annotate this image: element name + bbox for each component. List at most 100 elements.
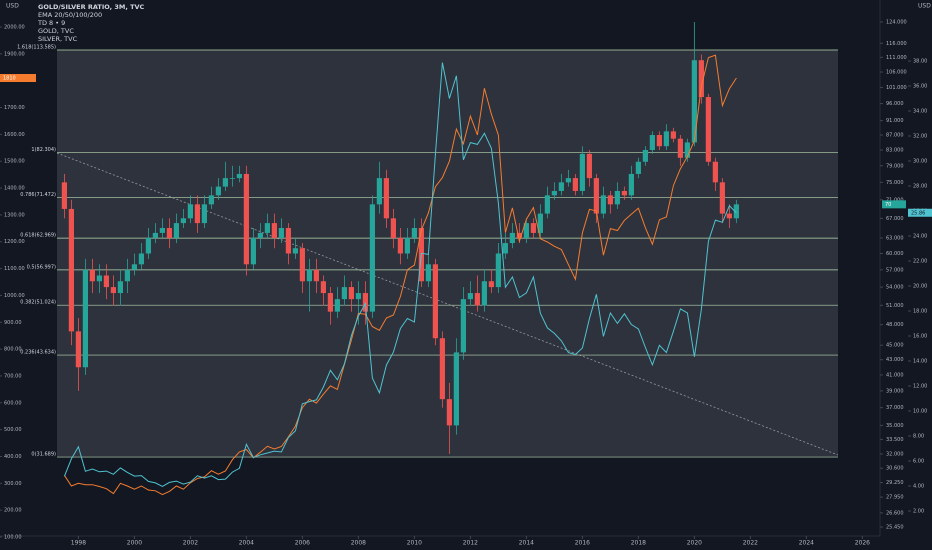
candle-body xyxy=(579,153,585,191)
candle-body xyxy=(509,232,515,244)
candle-body xyxy=(355,293,361,300)
ratio-tick-label: 25.450 xyxy=(886,525,904,531)
candle-body xyxy=(628,173,634,196)
silver-tick-label: 12.00 xyxy=(913,384,927,390)
x-tick-label: 2010 xyxy=(407,540,422,547)
candle-body xyxy=(96,275,102,282)
gold-tick-label: 100.00 xyxy=(4,535,22,541)
candle-body xyxy=(313,269,319,282)
ratio-tick-label: 45.000 xyxy=(886,343,904,349)
candle-body xyxy=(411,227,417,238)
fib-label: 0.618(62.969) xyxy=(20,233,56,239)
candle-body xyxy=(264,223,270,233)
x-tick-label: 2024 xyxy=(799,540,814,547)
candle-body xyxy=(544,195,550,214)
candle-body xyxy=(145,237,151,254)
silver-tick-label: 18.00 xyxy=(913,309,927,315)
candle-body xyxy=(467,293,473,300)
candle-body xyxy=(348,287,354,300)
candle-body xyxy=(299,248,305,282)
candle-body xyxy=(285,227,291,254)
ratio-tick-label: 91.000 xyxy=(886,118,904,124)
silver-tick-label: 38.00 xyxy=(913,59,927,65)
candle-body xyxy=(292,248,298,254)
candle-body xyxy=(642,150,648,162)
candle-body xyxy=(516,232,522,238)
candle-body xyxy=(236,173,242,179)
candle-body xyxy=(502,243,508,254)
candle-body xyxy=(565,178,571,183)
right-unit: USD xyxy=(918,3,931,10)
ratio-tick-label: 71.000 xyxy=(886,197,904,203)
candle-body xyxy=(124,269,130,282)
fib-label: 0.786(71.472) xyxy=(20,192,56,198)
silver-tick-label: 8.00 xyxy=(913,434,924,440)
gold-tick-label: 1500.00 xyxy=(4,159,25,165)
candle-body xyxy=(257,232,263,238)
ratio-tick-label: 83.000 xyxy=(886,148,904,154)
candle-body xyxy=(474,293,480,306)
candle-body xyxy=(684,142,690,158)
candle-body xyxy=(705,97,711,162)
candle-body xyxy=(327,293,333,312)
candle-body xyxy=(593,178,599,214)
ratio-tick-label: 48.000 xyxy=(886,322,904,328)
gold-tick-label: 1300.00 xyxy=(4,212,25,218)
candle-body xyxy=(614,190,620,205)
gold-tick-label: 400.00 xyxy=(4,454,22,460)
gold-tick-label: 1700.00 xyxy=(4,105,25,111)
x-tick-label: 2012 xyxy=(463,540,478,547)
candle-body xyxy=(397,237,403,254)
ratio-tick-label: 32.000 xyxy=(886,451,904,457)
candle-body xyxy=(383,178,389,219)
candle-body xyxy=(159,227,165,233)
silver-tick-label: 30.00 xyxy=(913,159,927,165)
candle-body xyxy=(432,264,438,339)
fib-label: 0(31.689) xyxy=(31,452,56,458)
gold-tick-label: 800.00 xyxy=(4,347,22,353)
gold-tick-label: 900.00 xyxy=(4,320,22,326)
candle-body xyxy=(460,299,466,353)
silver-tick-label: 28.00 xyxy=(913,184,927,190)
candle-body xyxy=(390,218,396,238)
candle-body xyxy=(677,138,683,158)
candle-body xyxy=(278,227,284,238)
candle-body xyxy=(250,237,256,265)
ratio-tick-label: 79.000 xyxy=(886,163,904,169)
series-line xyxy=(63,62,737,487)
candle-body xyxy=(572,178,578,191)
candle-body xyxy=(495,253,501,288)
ratio-tick-label: 30.600 xyxy=(886,466,904,472)
x-tick-label: 2016 xyxy=(575,540,590,547)
x-tick-label: 1998 xyxy=(71,540,86,547)
candle-body xyxy=(61,182,67,209)
candle-body xyxy=(243,173,249,265)
gold-tick-label: 700.00 xyxy=(4,373,22,379)
candle-body xyxy=(607,195,613,205)
plot xyxy=(61,22,739,496)
ratio-tick-label: 37.000 xyxy=(886,405,904,411)
silver-tick-label: 32.00 xyxy=(913,134,927,140)
candle-body xyxy=(194,204,200,224)
candle-body xyxy=(138,253,144,265)
ratio-tick-label: 51.000 xyxy=(886,303,904,309)
silver-tick-label: 24.00 xyxy=(913,234,927,240)
candle-body xyxy=(726,213,732,219)
ratio-tick-label: 33.500 xyxy=(886,437,904,443)
ratio-last-value: 70 xyxy=(885,202,891,208)
ratio-tick-label: 39.000 xyxy=(886,388,904,394)
ratio-tick-label: 63.000 xyxy=(886,235,904,241)
candle-body xyxy=(670,131,676,139)
candle-body xyxy=(82,269,88,368)
gold-last-tag xyxy=(0,74,36,82)
x-tick-label: 2022 xyxy=(743,540,758,547)
candle-body xyxy=(719,182,725,214)
ratio-tick-label: 43.000 xyxy=(886,357,904,363)
candle-body xyxy=(523,223,529,238)
candle-body xyxy=(649,135,655,151)
ratio-last-tag xyxy=(882,200,906,209)
gold-tick-label: 1200.00 xyxy=(4,239,25,245)
candle-body xyxy=(558,182,564,191)
